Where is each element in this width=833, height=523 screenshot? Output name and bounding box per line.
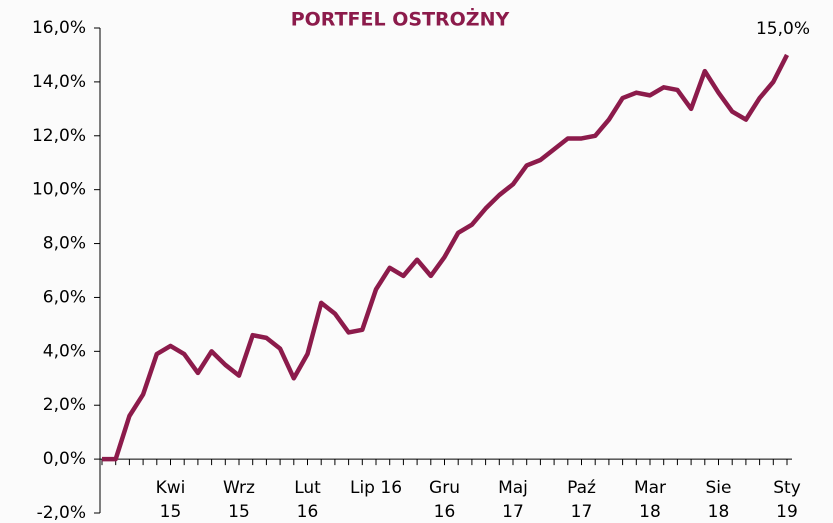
y-tick-label: 0,0% [43,449,86,469]
chart: PORTFEL OSTROŻNY -2,0% 0,0% 2,0% 4,0% 6,0% 8,… [0,0,833,523]
y-tick-label: 16,0% [32,18,86,38]
y-tick-label: 12,0% [32,126,86,146]
data-label: 15,0% [756,19,810,39]
y-tick-label: 10,0% [32,180,86,200]
y-tick-label: 8,0% [43,234,86,254]
chart-title: PORTFEL OSTROŻNY [291,7,510,31]
y-tick-label: 6,0% [43,287,86,307]
y-tick-label: -2,0% [37,503,86,523]
x-tick-label: Sty 19 [747,476,827,523]
line [102,55,787,459]
y-tick-label: 14,0% [32,72,86,92]
y-tick-label: 4,0% [43,341,86,361]
y-tick-label: 2,0% [43,395,86,415]
chart-container: PORTFEL OSTROŻNY -2,0% 0,0% 2,0% 4,0% 6,0% 8,… [0,0,833,523]
